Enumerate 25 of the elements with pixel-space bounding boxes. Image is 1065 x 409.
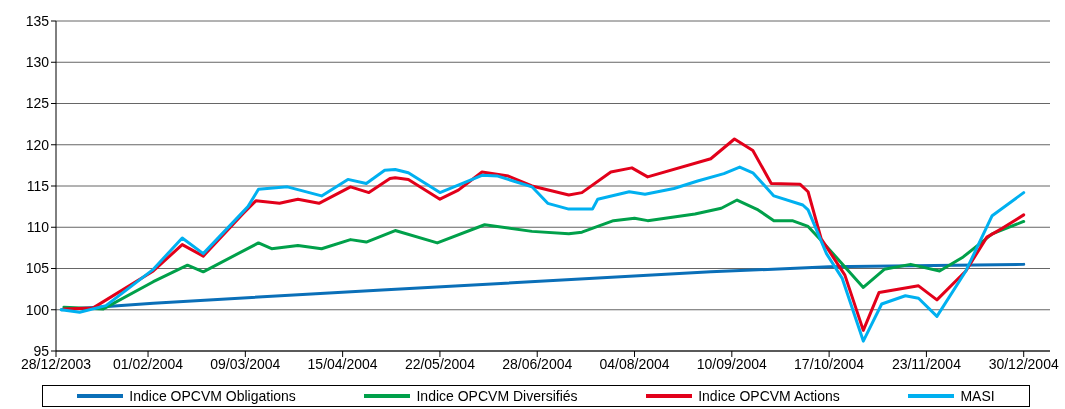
x-tick-label: 10/09/2004 (696, 355, 768, 372)
x-tick-label: 22/05/2004 (404, 355, 476, 372)
legend-label: Indice OPCVM Obligations (129, 388, 296, 404)
line-series (62, 198, 1026, 311)
line-series (62, 137, 1026, 332)
y-tick-label: 115 (26, 177, 50, 194)
x-tick-label: 04/08/2004 (599, 355, 670, 372)
x-tick-label: 23/11/2004 (891, 355, 962, 372)
y-tick-label: 125 (25, 95, 50, 112)
x-tick-label: 15/04/2004 (307, 355, 378, 372)
legend-label: MASI (960, 388, 995, 404)
line-series (59, 165, 1026, 343)
legend-label: Indice OPCVM Diversifiés (416, 388, 578, 404)
y-tick-label: 110 (26, 219, 50, 236)
x-tick-label: 28/06/2004 (502, 355, 573, 372)
legend-label: Indice OPCVM Actions (698, 388, 840, 404)
x-tick-label: 01/02/2004 (113, 355, 184, 372)
x-tick-label: 30/12/2004 (988, 355, 1059, 372)
y-tick-label: 135 (25, 12, 50, 29)
x-tick-label: 09/03/2004 (210, 355, 281, 372)
y-tick-label: 100 (25, 301, 50, 318)
x-tick-label: 17/10/2004 (794, 355, 865, 372)
y-tick-label: 105 (25, 260, 50, 277)
y-tick-label: 120 (25, 136, 50, 153)
y-tick-label: 130 (25, 54, 50, 71)
